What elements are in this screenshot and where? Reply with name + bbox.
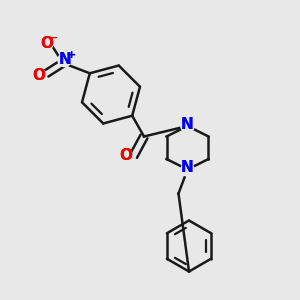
Text: O: O [119,148,133,164]
Text: −: − [49,32,59,43]
Text: N: N [181,117,194,132]
Text: N: N [181,117,194,132]
Circle shape [181,163,194,176]
Text: N: N [58,52,71,68]
Circle shape [181,119,194,133]
Text: N: N [58,52,71,68]
Circle shape [32,68,46,82]
Text: +: + [68,50,76,61]
Text: O: O [32,68,46,82]
Circle shape [58,53,71,67]
Text: O: O [40,36,53,51]
Text: +: + [68,50,76,61]
Circle shape [119,149,133,163]
Circle shape [40,37,53,50]
Text: N: N [181,160,194,175]
Text: −: − [49,32,59,43]
Text: N: N [181,160,194,175]
Text: O: O [40,36,53,51]
Text: O: O [119,148,133,164]
Text: O: O [32,68,46,82]
